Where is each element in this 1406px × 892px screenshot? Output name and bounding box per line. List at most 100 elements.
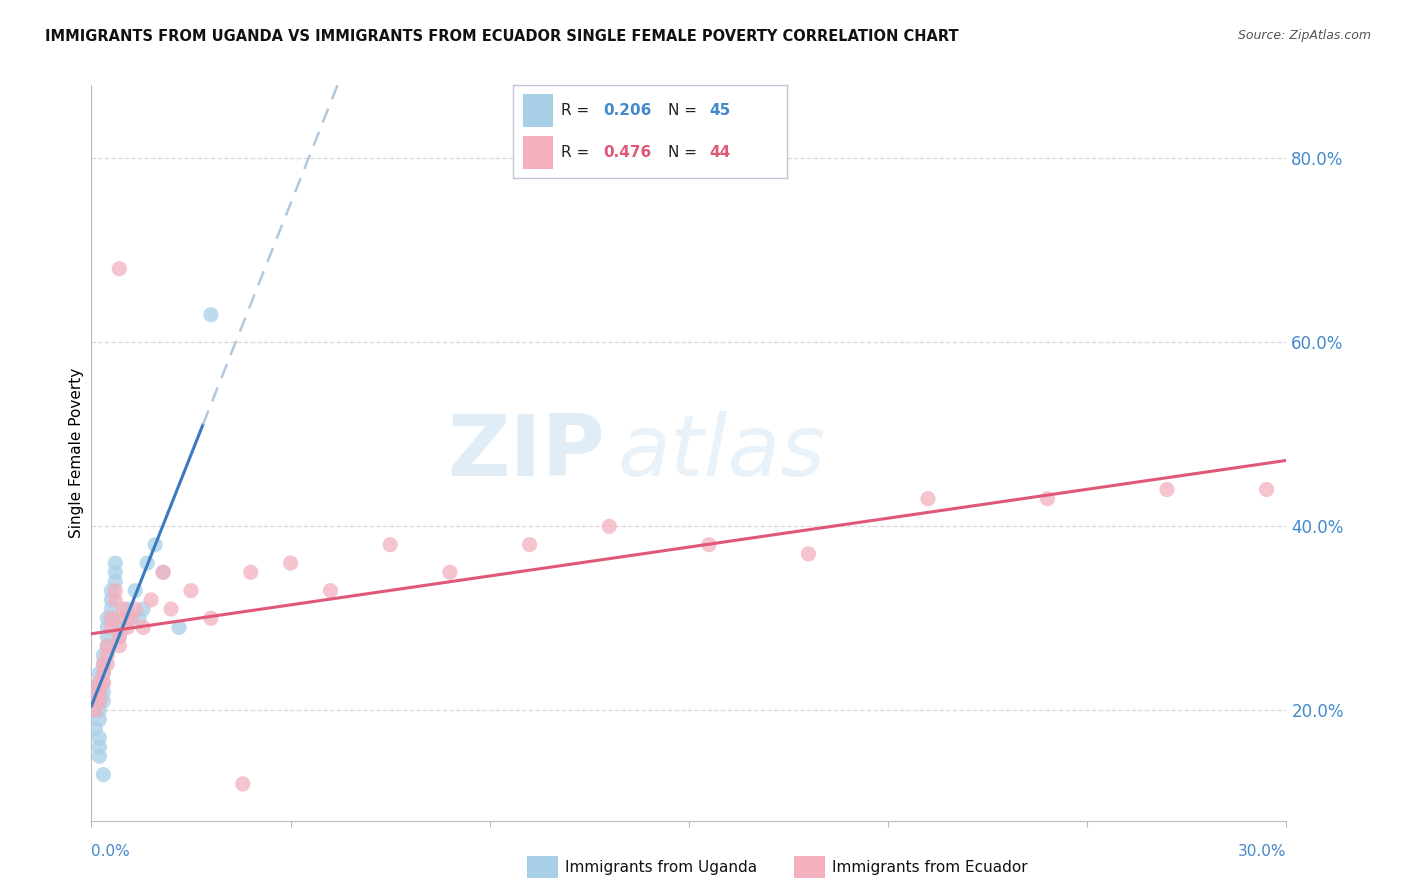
Point [124, 602, 146, 616]
Point [89, 685, 111, 699]
Point [519, 538, 541, 552]
Point [132, 602, 155, 616]
Point [89, 675, 111, 690]
Point [96, 639, 118, 653]
Point [89, 675, 111, 690]
Point [112, 611, 135, 625]
Point [84, 703, 107, 717]
Point [84, 703, 107, 717]
Point [1036, 491, 1059, 506]
Point [108, 639, 131, 653]
Text: Immigrants from Ecuador: Immigrants from Ecuador [832, 860, 1028, 874]
Point [104, 566, 127, 580]
Point [100, 602, 122, 616]
Point [104, 556, 127, 570]
Point [96, 620, 118, 634]
Point [100, 611, 122, 625]
Point [93, 666, 115, 681]
Point [108, 630, 131, 644]
Point [96, 639, 118, 653]
Point [112, 602, 135, 616]
Point [93, 657, 115, 672]
Point [152, 566, 174, 580]
Text: 0.206: 0.206 [603, 103, 652, 118]
Point [120, 611, 142, 625]
Point [439, 566, 461, 580]
Point [89, 685, 111, 699]
Text: 45: 45 [709, 103, 731, 118]
Point [89, 694, 111, 708]
Point [89, 740, 111, 755]
Point [89, 703, 111, 717]
Point [697, 538, 720, 552]
Point [89, 749, 111, 764]
Point [100, 592, 122, 607]
Point [124, 583, 146, 598]
Point [84, 694, 107, 708]
Point [100, 611, 122, 625]
Point [89, 694, 111, 708]
Point [1256, 483, 1278, 497]
Point [93, 666, 115, 681]
Point [108, 261, 131, 276]
Point [141, 592, 162, 607]
Y-axis label: Single Female Poverty: Single Female Poverty [69, 368, 84, 538]
Point [152, 566, 174, 580]
Bar [523, 95, 553, 127]
Text: 0.0%: 0.0% [91, 844, 131, 859]
Point [112, 620, 135, 634]
Point [93, 675, 115, 690]
Point [93, 657, 115, 672]
Bar [523, 136, 553, 169]
Point [232, 777, 254, 791]
Point [93, 694, 115, 708]
Point [108, 620, 131, 634]
Point [100, 620, 122, 634]
Point [917, 491, 939, 506]
Point [96, 630, 118, 644]
Text: 44: 44 [709, 145, 731, 161]
Point [93, 675, 115, 690]
Point [132, 620, 155, 634]
Point [93, 767, 115, 781]
Point [115, 620, 138, 634]
Point [84, 685, 107, 699]
Point [112, 611, 135, 625]
Text: IMMIGRANTS FROM UGANDA VS IMMIGRANTS FROM ECUADOR SINGLE FEMALE POVERTY CORRELAT: IMMIGRANTS FROM UGANDA VS IMMIGRANTS FRO… [45, 29, 959, 44]
Text: Immigrants from Uganda: Immigrants from Uganda [565, 860, 758, 874]
Point [89, 731, 111, 745]
Point [136, 556, 159, 570]
Point [104, 574, 127, 589]
Point [319, 583, 342, 598]
Text: 0.476: 0.476 [603, 145, 652, 161]
Point [797, 547, 820, 561]
Point [104, 583, 127, 598]
Text: R =: R = [561, 103, 595, 118]
Point [200, 611, 222, 625]
Point [89, 713, 111, 727]
Text: Source: ZipAtlas.com: Source: ZipAtlas.com [1237, 29, 1371, 42]
Point [280, 556, 302, 570]
Point [378, 538, 402, 552]
Point [128, 611, 150, 625]
Point [89, 666, 111, 681]
Point [93, 685, 115, 699]
Point [104, 592, 127, 607]
Text: N =: N = [668, 145, 702, 161]
Point [160, 602, 183, 616]
Point [84, 685, 107, 699]
Point [1156, 483, 1178, 497]
Point [96, 657, 118, 672]
Text: atlas: atlas [617, 411, 825, 494]
Point [120, 611, 142, 625]
Text: N =: N = [668, 103, 702, 118]
Point [115, 602, 138, 616]
Point [93, 648, 115, 662]
Text: ZIP: ZIP [447, 411, 605, 494]
Point [96, 648, 118, 662]
Point [598, 519, 620, 533]
Point [100, 583, 122, 598]
Point [108, 630, 131, 644]
Point [239, 566, 262, 580]
Point [96, 611, 118, 625]
